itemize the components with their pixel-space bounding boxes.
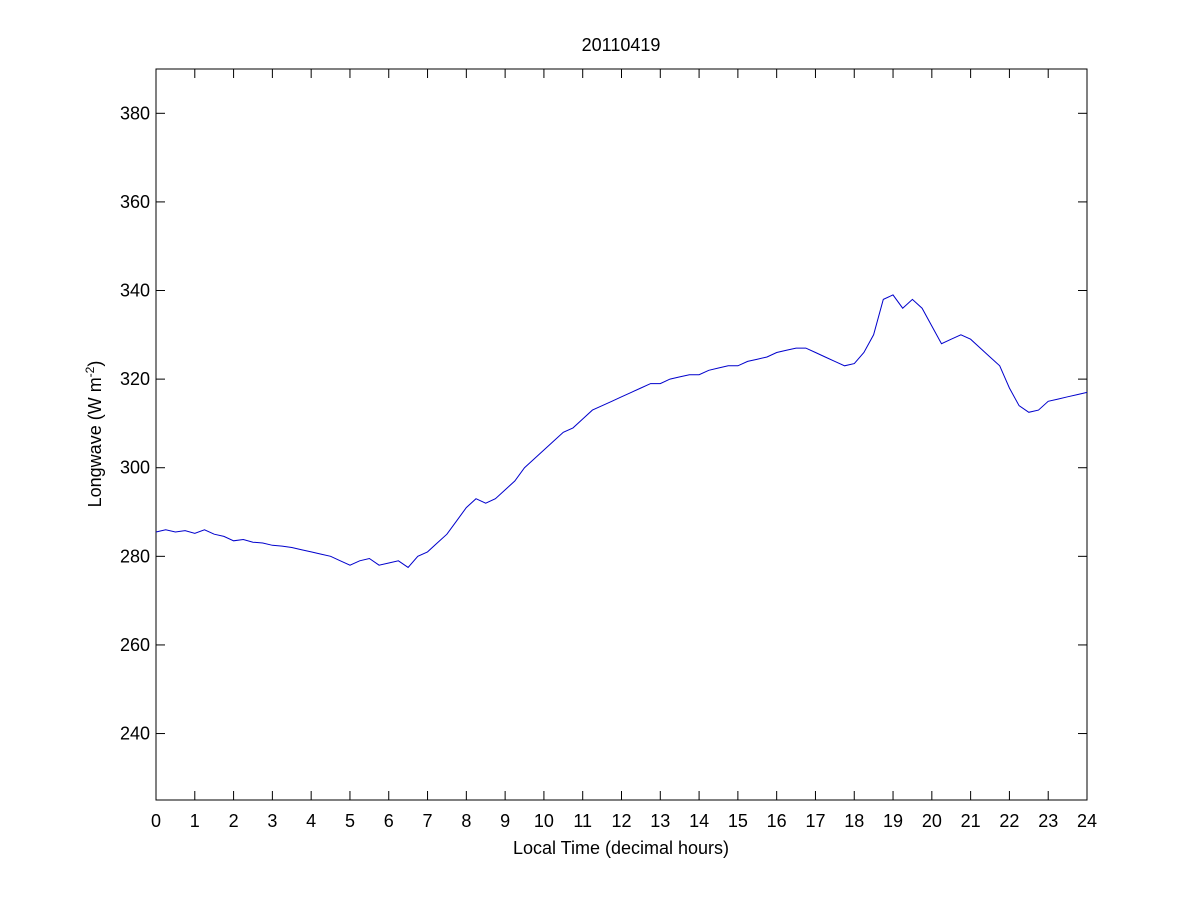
y-tick-label: 340	[120, 281, 150, 301]
x-tick-label: 11	[573, 811, 592, 831]
y-tick-label: 240	[120, 724, 150, 744]
y-axis-label-base: Longwave (W m	[85, 377, 105, 507]
x-tick-label: 4	[306, 811, 316, 831]
y-tick-label: 320	[120, 369, 150, 389]
x-tick-label: 6	[384, 811, 394, 831]
x-tick-label: 2	[229, 811, 239, 831]
x-tick-label: 12	[611, 811, 631, 831]
x-tick-label: 13	[650, 811, 670, 831]
y-axis-label-exponent: -2	[83, 366, 97, 377]
y-axis: 240 260 280 300 320 340 360 380	[120, 103, 1087, 744]
x-tick-label: 14	[689, 811, 709, 831]
x-axis: 0 1 2 3 4 5 6 7 8 9 10 11 12 13 14 15 16 17 18 19 20 21 22 23 24	[151, 69, 1097, 831]
x-axis-label: Local Time (decimal hours)	[513, 838, 729, 858]
x-tick-label: 23	[1038, 811, 1058, 831]
x-tick-label: 16	[767, 811, 787, 831]
x-tick-label: 5	[345, 811, 355, 831]
x-tick-label: 17	[805, 811, 825, 831]
y-tick-label: 360	[120, 192, 150, 212]
x-tick-label: 1	[190, 811, 200, 831]
y-tick-label: 300	[120, 458, 150, 478]
x-tick-label: 0	[151, 811, 161, 831]
x-tick-label: 22	[999, 811, 1019, 831]
x-tick-label: 9	[500, 811, 510, 831]
x-tick-label: 10	[534, 811, 554, 831]
longwave-series-line	[155, 294, 1088, 569]
x-tick-label: 18	[844, 811, 864, 831]
x-tick-label: 21	[961, 811, 981, 831]
chart-title: 20110419	[582, 35, 661, 55]
y-tick-label: 280	[120, 546, 150, 566]
x-tick-label: 20	[922, 811, 942, 831]
y-tick-label: 380	[120, 103, 150, 123]
x-tick-label: 24	[1077, 811, 1097, 831]
y-axis-label: Longwave (W m-2)	[83, 361, 105, 508]
y-axis-label-close: )	[85, 361, 105, 367]
x-tick-label: 8	[461, 811, 471, 831]
x-tick-label: 19	[883, 811, 903, 831]
y-tick-label: 260	[120, 635, 150, 655]
x-tick-label: 3	[267, 811, 277, 831]
x-tick-label: 7	[423, 811, 433, 831]
x-tick-label: 15	[728, 811, 748, 831]
